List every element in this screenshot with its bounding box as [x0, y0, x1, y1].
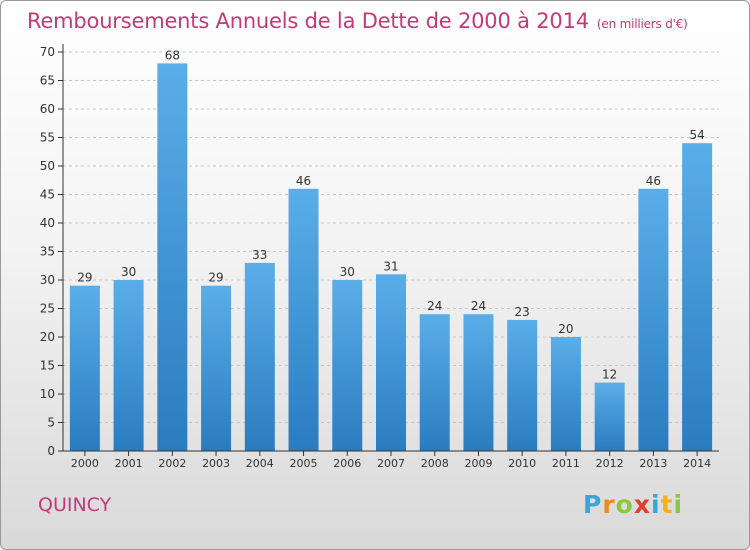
logo-letter: o [615, 490, 634, 519]
title-text: Remboursements Annuels de la Dette de 20… [27, 9, 589, 33]
place-name: QUINCY [38, 494, 112, 516]
bar [69, 285, 100, 451]
bar-value-label: 30 [121, 265, 136, 279]
y-tick-label: 5 [47, 416, 55, 430]
bar [550, 337, 581, 451]
y-tick-label: 25 [40, 302, 55, 316]
logo-letter: x [633, 490, 651, 519]
bar [288, 188, 319, 452]
x-tick-label: 2004 [246, 457, 274, 470]
bar-value-label: 54 [689, 128, 704, 142]
bar-value-label: 23 [515, 305, 530, 319]
y-tick-label: 35 [40, 245, 55, 259]
bar [376, 274, 406, 451]
y-tick-label: 10 [40, 387, 55, 401]
y-tick-label: 30 [40, 273, 55, 287]
chart-title: Remboursements Annuels de la Dette de 20… [27, 9, 688, 33]
bar-value-label: 46 [296, 174, 311, 188]
bar [201, 285, 232, 451]
bar [157, 63, 188, 452]
y-tick-label: 0 [47, 444, 55, 458]
y-tick-label: 15 [40, 359, 55, 373]
bar-value-label: 12 [602, 368, 617, 382]
proxiti-logo[interactable]: Proxiti [583, 490, 683, 519]
x-tick-label: 2013 [639, 457, 667, 470]
y-tick-label: 70 [40, 45, 55, 59]
bar [638, 188, 669, 452]
y-tick-label: 55 [40, 131, 55, 145]
y-tick-label: 60 [40, 102, 55, 116]
bar [507, 319, 538, 451]
bar-value-label: 24 [471, 299, 486, 313]
value-labels: 29 30 68 29 33 46 30 31 24 24 23 20 12 46 54 [77, 48, 705, 381]
bar [594, 382, 625, 451]
x-tick-label: 2001 [115, 457, 143, 470]
y-tick-label: 65 [40, 74, 55, 88]
bar [419, 314, 450, 451]
bar [113, 280, 144, 451]
logo-letter: t [660, 490, 674, 519]
x-tick-label: 2010 [508, 457, 536, 470]
title-unit: (en milliers d'€) [596, 17, 688, 31]
bar [463, 314, 494, 451]
logo-letter: i [651, 490, 661, 519]
bar-value-label: 30 [340, 265, 355, 279]
logo-letter: r [602, 490, 616, 519]
bar-value-label: 29 [77, 271, 92, 285]
bar-value-label: 68 [165, 48, 180, 62]
bar-value-label: 20 [558, 322, 573, 336]
x-tick-label: 2003 [202, 457, 230, 470]
x-tick-label: 2011 [552, 457, 580, 470]
bar [682, 143, 713, 451]
logo-letter: P [583, 490, 603, 519]
y-tick-label: 40 [40, 216, 55, 230]
x-tick-label: 2008 [421, 457, 449, 470]
x-tick-label: 2005 [290, 457, 318, 470]
x-tick-label: 2007 [377, 457, 405, 470]
bars [69, 63, 713, 452]
x-tick-label: 2002 [158, 457, 186, 470]
bar [244, 262, 275, 451]
bar-value-label: 31 [383, 259, 398, 273]
bar-value-label: 46 [646, 174, 661, 188]
x-tick-label: 2009 [464, 457, 492, 470]
y-tick-label: 20 [40, 330, 55, 344]
bar-value-label: 29 [208, 271, 223, 285]
bar [332, 280, 363, 451]
x-tick-label: 2014 [683, 457, 711, 470]
bar-value-label: 24 [427, 299, 442, 313]
y-tick-label: 45 [40, 188, 55, 202]
axes: 0 5 10 15 20 25 30 35 40 45 50 55 60 65 70 2000 2001 2002… [40, 44, 719, 470]
y-tick-label: 50 [40, 159, 55, 173]
x-tick-label: 2000 [71, 457, 99, 470]
logo-letter: i [673, 490, 684, 519]
x-tick-label: 2006 [333, 457, 361, 470]
bar-value-label: 33 [252, 248, 267, 262]
x-tick-label: 2012 [596, 457, 624, 470]
